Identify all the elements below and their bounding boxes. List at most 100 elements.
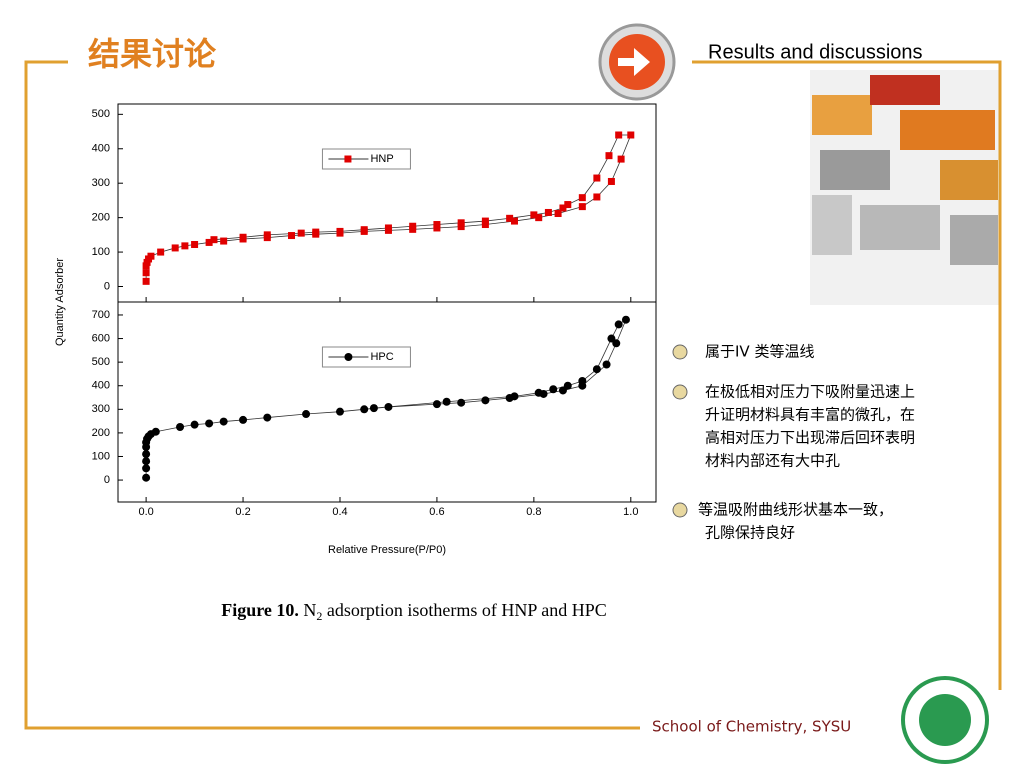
- decoration: [24, 23, 1002, 764]
- data-point: [297, 229, 305, 237]
- legend: HPC: [321, 346, 411, 368]
- data-point: [190, 420, 199, 429]
- bullet-text: 在极低相对压力下吸附量迅速上: [705, 383, 915, 401]
- data-point: [617, 155, 625, 163]
- data-point: [171, 244, 179, 252]
- data-point: [205, 238, 213, 246]
- bullet-text: 材料内部还有大中孔: [705, 452, 840, 470]
- data-point: [142, 464, 151, 473]
- data-point: [157, 248, 165, 256]
- data-point: [142, 450, 151, 459]
- data-point: [409, 222, 417, 230]
- caption-sub: 2: [316, 609, 322, 623]
- bullet-icon: [672, 344, 688, 360]
- slide-title: 结果讨论: [88, 35, 217, 73]
- data-point: [481, 217, 489, 225]
- data-point: [534, 388, 543, 397]
- data-point: [592, 365, 601, 374]
- data-point: [510, 392, 519, 401]
- data-point: [335, 407, 344, 416]
- data-point: [263, 231, 271, 239]
- data-point: [607, 334, 616, 343]
- y-tick-label: 300: [92, 177, 110, 189]
- y-tick-label: 200: [92, 212, 110, 224]
- data-point: [142, 277, 150, 285]
- y-tick-label: 600: [92, 332, 110, 344]
- data-point: [360, 405, 369, 414]
- data-point: [142, 269, 150, 277]
- data-point: [481, 396, 490, 405]
- x-tick-label: 1.0: [623, 506, 638, 518]
- data-point: [549, 385, 558, 394]
- x-tick-label: 0.8: [526, 506, 541, 518]
- data-point: [219, 417, 228, 426]
- data-point: [544, 208, 552, 216]
- data-point: [564, 201, 572, 209]
- y-tick-label: 0: [104, 280, 110, 292]
- data-point: [432, 400, 441, 409]
- bullet-text: 等温吸附曲线形状基本一致，: [698, 501, 893, 519]
- data-point: [563, 381, 572, 390]
- y-tick-label: 700: [92, 309, 110, 321]
- y-tick-label: 400: [92, 380, 110, 392]
- data-point: [239, 233, 247, 241]
- y-axis-label: Quantity Adsorber: [54, 258, 66, 346]
- x-tick-label: 0.4: [332, 506, 347, 518]
- data-point: [336, 227, 344, 235]
- data-point: [151, 427, 160, 436]
- data-point: [578, 377, 587, 386]
- data-point: [384, 224, 392, 232]
- bullet-icon: [672, 384, 688, 400]
- data-point: [147, 252, 155, 260]
- caption-bold: Figure 10.: [221, 600, 299, 620]
- data-point: [530, 211, 538, 219]
- bullet-text: 高相对压力下出现滞后回环表明: [705, 429, 915, 447]
- data-point: [621, 315, 630, 324]
- data-point: [607, 177, 615, 185]
- data-point: [554, 210, 562, 218]
- data-point: [181, 242, 189, 250]
- caption-rest: adsorption isotherms of HNP and HPC: [322, 600, 606, 620]
- data-point: [510, 217, 518, 225]
- footer: School of Chemistry, SYSU: [652, 718, 851, 736]
- data-point: [369, 404, 378, 413]
- data-point: [176, 423, 185, 431]
- data-point: [142, 473, 151, 482]
- bullet-text: 孔隙保持良好: [705, 524, 795, 542]
- x-tick-label: 0.2: [235, 506, 250, 518]
- bullet-text: 升证明材料具有丰富的微孔，在: [705, 406, 915, 424]
- data-point: [457, 223, 465, 231]
- data-point: [578, 203, 586, 211]
- data-point: [312, 228, 320, 236]
- data-point: [360, 226, 368, 234]
- data-point: [593, 193, 601, 201]
- y-tick-label: 300: [92, 403, 110, 415]
- y-tick-label: 200: [92, 427, 110, 439]
- data-point: [506, 214, 514, 222]
- legend: HNP: [321, 148, 411, 170]
- x-axis-label: Relative Pressure(P/P0): [328, 544, 446, 556]
- data-point: [263, 413, 272, 422]
- data-point: [578, 194, 586, 202]
- y-tick-label: 0: [104, 474, 110, 486]
- slide-subtitle: Results and discussions: [708, 41, 923, 63]
- data-point: [457, 219, 465, 227]
- series-line: [145, 318, 627, 478]
- data-point: [142, 457, 151, 466]
- data-point: [593, 174, 601, 182]
- data-point: [205, 419, 214, 428]
- data-point: [288, 232, 296, 240]
- caption: Figure 10. N2 adsorption isotherms of HN…: [221, 600, 607, 623]
- data-point: [191, 240, 199, 248]
- data-point: [627, 131, 635, 139]
- series-line: [145, 134, 632, 282]
- legend-marker: [344, 353, 353, 361]
- legend-label: HNP: [370, 153, 393, 165]
- bullet-icon: [672, 502, 688, 518]
- legend-label: HPC: [370, 351, 393, 363]
- y-tick-label: 100: [92, 450, 110, 462]
- data-point: [210, 236, 218, 244]
- data-point: [302, 410, 311, 419]
- data-point: [239, 415, 248, 424]
